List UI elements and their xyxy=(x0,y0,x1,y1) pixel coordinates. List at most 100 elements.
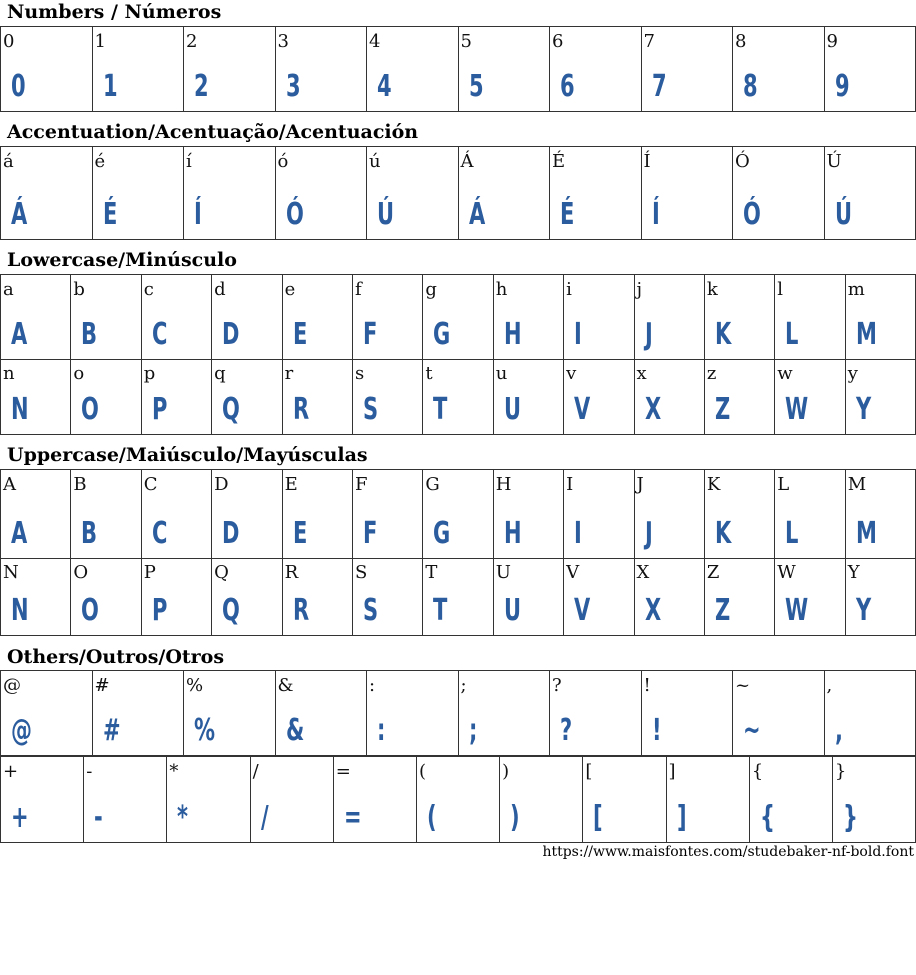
character-label: Ú xyxy=(826,151,842,172)
character-label: 6 xyxy=(552,31,564,52)
character-label: u xyxy=(495,363,508,384)
character-label: D xyxy=(214,474,229,495)
glyph-cell: ll xyxy=(774,275,844,359)
character-label: # xyxy=(94,675,110,696)
character-label: Y xyxy=(847,562,860,583)
glyph-sample: N xyxy=(11,593,29,628)
glyph-cell: oo xyxy=(70,359,140,434)
glyph-cell: ii xyxy=(563,275,633,359)
glyph-sample: s xyxy=(362,392,379,427)
character-label: ] xyxy=(668,761,676,782)
character-label: 9 xyxy=(826,31,838,52)
glyph-sample: = xyxy=(343,800,362,835)
character-label: x xyxy=(636,363,647,384)
character-label: p xyxy=(143,363,156,384)
glyph-sample: á xyxy=(11,197,28,232)
glyph-cell: %% xyxy=(183,671,275,755)
glyph-sample: w xyxy=(785,392,809,427)
character-label: - xyxy=(86,761,93,782)
character-label: r xyxy=(284,363,294,384)
glyph-row: nnooppqqrrssttuuvvxxzzwwyy xyxy=(0,359,916,435)
glyph-sample: 6 xyxy=(560,69,575,104)
glyph-sample: T xyxy=(433,593,448,628)
glyph-sample: [ xyxy=(593,800,603,835)
glyph-cell: íí xyxy=(183,147,275,239)
glyph-cell: cc xyxy=(140,275,211,359)
glyph-sample: 3 xyxy=(285,69,301,104)
glyph-sample: 0 xyxy=(11,69,26,104)
character-label: T xyxy=(425,562,438,583)
glyph-sample: j xyxy=(644,317,653,352)
glyph-sample: ) xyxy=(510,800,520,835)
glyph-sample: C xyxy=(151,516,168,551)
source-url: https://www.maisfontes.com/studebaker-nf… xyxy=(542,844,914,860)
glyph-cell: zz xyxy=(703,359,774,434)
glyph-sample: } xyxy=(842,800,858,835)
glyph-sample: A xyxy=(11,516,28,551)
character-label: L xyxy=(777,474,790,495)
glyph-sample: - xyxy=(94,800,103,835)
character-label: { xyxy=(751,761,764,782)
character-label: v xyxy=(566,363,577,384)
character-label: % xyxy=(186,675,204,696)
glyph-sample: ~ xyxy=(743,713,761,748)
character-label: n xyxy=(3,363,15,384)
glyph-sample: L xyxy=(785,516,799,551)
character-label: ; xyxy=(460,675,467,696)
character-label: U xyxy=(495,562,511,583)
character-label: ? xyxy=(552,675,562,696)
character-label: z xyxy=(706,363,717,384)
glyph-cell: bb xyxy=(70,275,140,359)
glyph-sample: 2 xyxy=(194,69,209,104)
glyph-sample: m xyxy=(855,317,877,352)
character-label: F xyxy=(354,474,368,495)
glyph-cell: vv xyxy=(563,359,633,434)
glyph-sample: Z xyxy=(714,593,731,628)
character-label: A xyxy=(3,474,16,495)
character-label: C xyxy=(143,474,158,495)
glyph-sample: 8 xyxy=(743,69,758,104)
glyph-sample: Ó xyxy=(743,197,761,232)
glyph-sample: Í xyxy=(651,197,660,232)
glyph-sample: # xyxy=(102,713,121,748)
glyph-sample: i xyxy=(574,317,582,352)
glyph-sample: ! xyxy=(651,713,662,748)
character-label: a xyxy=(3,279,14,300)
character-label: f xyxy=(354,279,362,300)
glyph-cell: gg xyxy=(422,275,492,359)
character-label: 2 xyxy=(186,31,198,52)
glyph-sample: e xyxy=(292,317,307,352)
glyph-cell: aa xyxy=(1,275,70,359)
glyph-cell: !! xyxy=(640,671,733,755)
character-label: Á xyxy=(460,151,474,172)
character-label: Í xyxy=(643,151,651,172)
glyph-sample: I xyxy=(574,516,582,551)
glyph-cell: qq xyxy=(211,359,281,434)
glyph-sample: l xyxy=(785,317,799,352)
glyph-cell: ?? xyxy=(549,671,641,755)
glyph-cell: )) xyxy=(499,757,582,842)
character-label: X xyxy=(636,562,650,583)
glyph-sample: K xyxy=(714,516,732,551)
character-label: : xyxy=(369,675,376,696)
character-label: á xyxy=(3,151,14,172)
character-label: I xyxy=(566,474,574,495)
glyph-sample: x xyxy=(644,392,661,427)
character-label: J xyxy=(636,474,644,495)
glyph-cell: éé xyxy=(91,147,184,239)
